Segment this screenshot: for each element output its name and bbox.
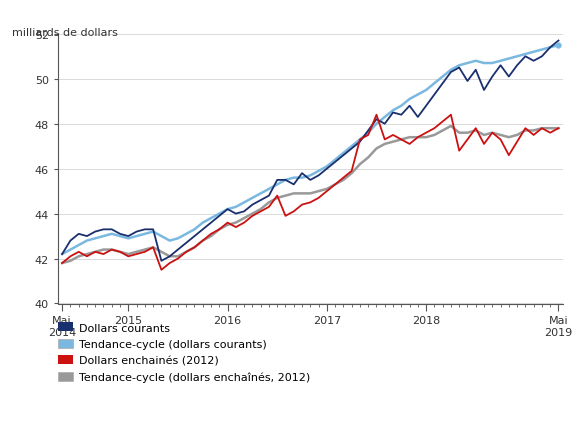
Text: milliards de dollars: milliards de dollars xyxy=(12,28,118,38)
Legend: Dollars courants, Tendance-cycle (dollars courants), Dollars enchainés (2012), T: Dollars courants, Tendance-cycle (dollar… xyxy=(58,322,310,382)
